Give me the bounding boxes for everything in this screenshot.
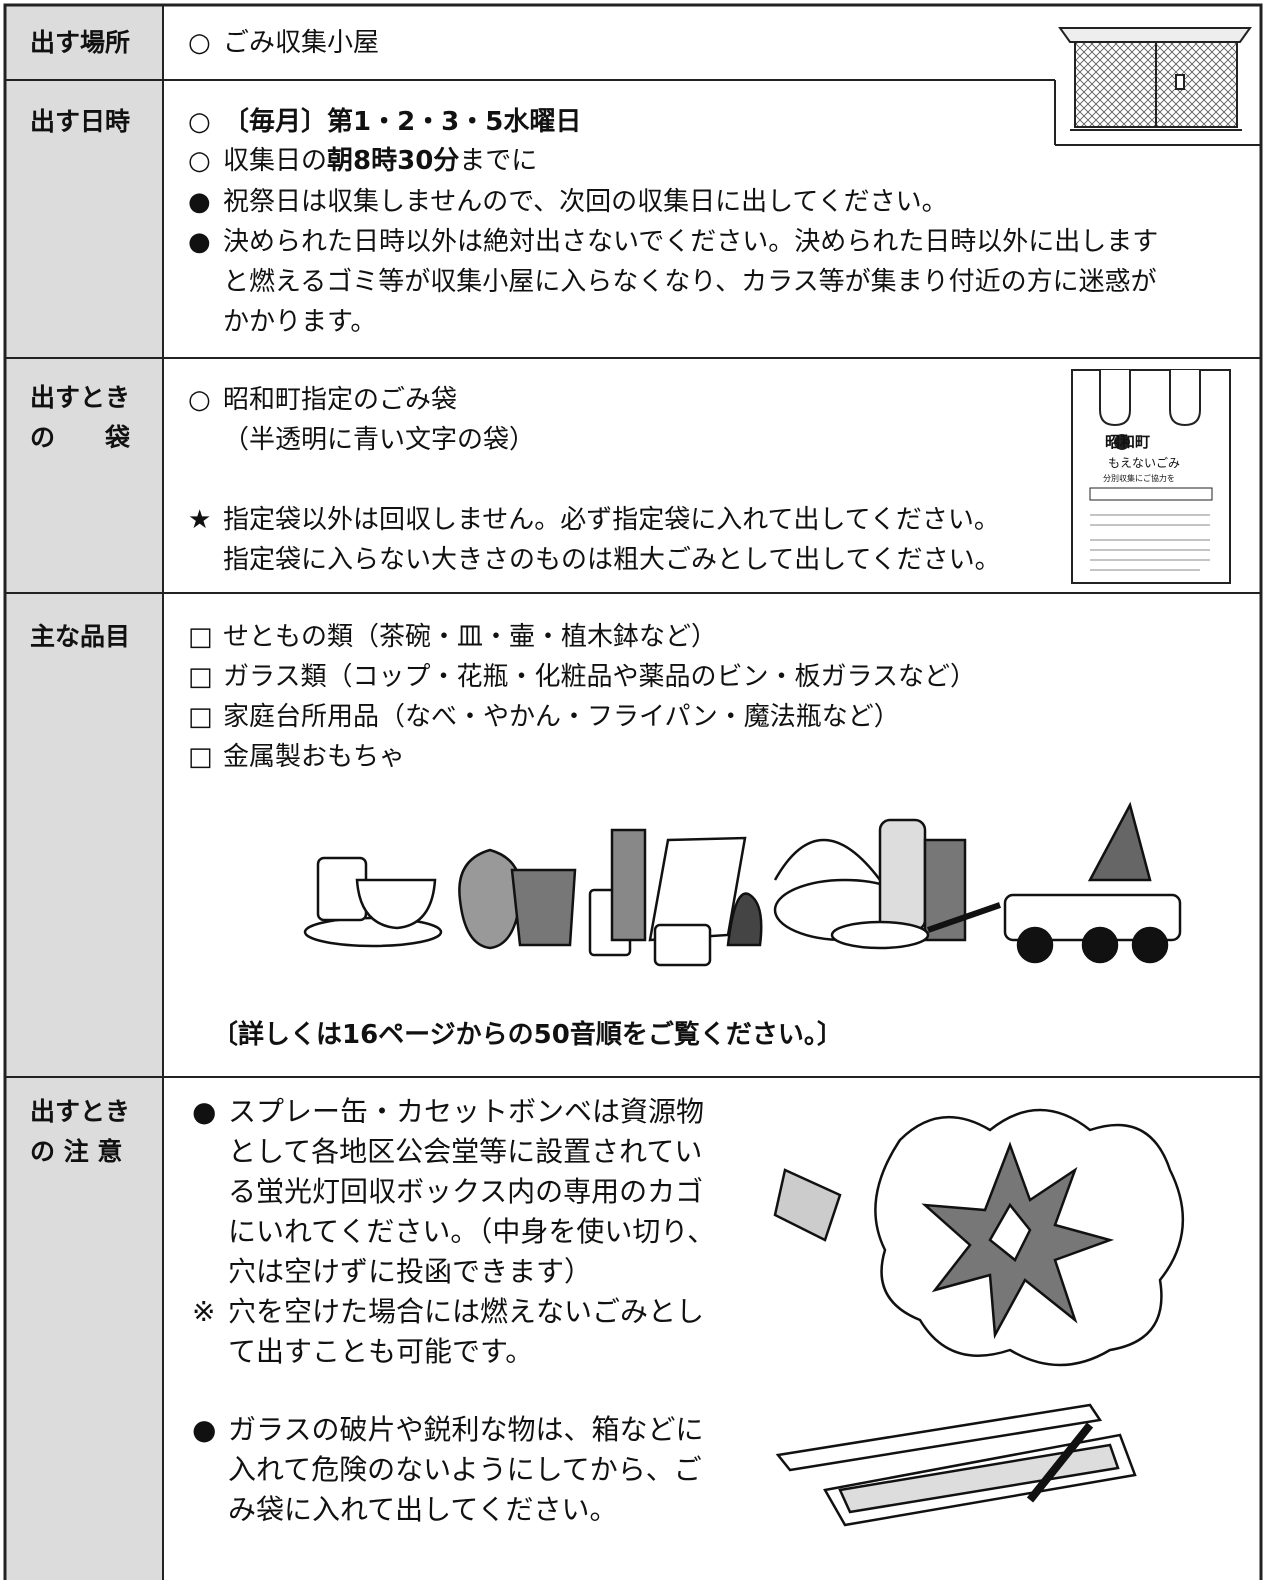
item-text: 〔毎月〕第1・2・3・5水曜日 (223, 107, 581, 137)
item-text: せともの類（茶碗・皿・壷・植木鉢など） (223, 622, 718, 652)
item-marker: ● (192, 1413, 217, 1446)
item-text: 穴は空けずに投函できます） (228, 1255, 593, 1288)
items-note: 〔詳しくは16ページからの50音順をご覧ください。〕 (212, 1020, 843, 1050)
items-illustration (303, 801, 1182, 967)
row-label: 出す場所 (30, 28, 131, 57)
item-text: 家庭台所用品（なべ・やかん・フライパン・魔法瓶など） (223, 702, 900, 732)
item-text: 祝祭日は収集しませんので、次回の収集日に出してください。 (223, 187, 948, 217)
text-segment: 朝8時30分 (327, 146, 460, 176)
bag-kind: もえないごみ (1108, 456, 1181, 470)
item-text: る蛍光灯回収ボックス内の専用のカゴ (228, 1175, 704, 1208)
item-marker: □ (188, 662, 213, 692)
item-text: スプレー缶・カセットボンベは資源物 (228, 1095, 705, 1128)
item-marker: ● (192, 1095, 217, 1128)
item-text: （半透明に青い文字の袋） (223, 425, 536, 455)
item-marker: ○ (188, 28, 211, 58)
item-text: ごみ収集小屋 (223, 28, 380, 58)
item-text: 決められた日時以外は絶対出さないでください。決められた日時以外に出します (223, 227, 1159, 257)
bag-town: 昭和町 (1105, 433, 1151, 451)
bag-slogan: 分別収集にご協力を (1103, 474, 1175, 483)
item-text: 収集日の朝8時30分までに (223, 146, 537, 176)
item-text: ガラスの破片や鋭利な物は、箱などに (228, 1413, 704, 1446)
item-text: 穴を空けた場合には燃えないごみとし (228, 1295, 705, 1328)
item-marker: ● (188, 227, 211, 257)
item-text: と燃えるゴミ等が収集小屋に入らなくなり、カラス等が集まり付近の方に迷惑が (223, 267, 1157, 297)
row-label: 出すとき (30, 383, 131, 412)
bag-illustration (1071, 369, 1231, 584)
text-segment: 〔毎月〕第1・2・3・5水曜日 (223, 107, 582, 137)
item-marker: ● (188, 187, 211, 217)
text-segment: までに (459, 146, 538, 176)
box-illustration (775, 1403, 1137, 1527)
explosion-illustration (773, 1108, 1185, 1367)
item-text: 金属製おもちゃ (223, 742, 406, 772)
item-marker: □ (188, 702, 213, 732)
item-marker: ○ (188, 146, 211, 176)
item-marker: ○ (188, 385, 211, 415)
item-text: 入れて危険のないようにしてから、ご (228, 1453, 702, 1486)
item-marker: □ (188, 742, 213, 772)
item-marker: □ (188, 622, 213, 652)
item-marker: ★ (188, 505, 212, 535)
text-segment: 収集日の (223, 146, 328, 176)
row-label: 出すとき (30, 1097, 131, 1126)
item-text: み袋に入れて出してください。 (228, 1493, 618, 1526)
row-label: の 袋 (30, 423, 131, 452)
item-text: 指定袋以外は回収しません。必ず指定袋に入れて出してください。 (223, 505, 1000, 535)
item-text: として各地区公会堂等に設置されてい (228, 1135, 703, 1168)
item-marker: ○ (188, 107, 211, 137)
item-text: 昭和町指定のごみ袋 (223, 385, 458, 415)
item-text: にいれてください。（中身を使い切り、 (228, 1215, 716, 1248)
shed-illustration (1058, 27, 1252, 131)
item-text: ガラス類（コップ・花瓶・化粧品や薬品のビン・板ガラスなど） (223, 662, 976, 692)
row-label: の 注 意 (30, 1137, 123, 1166)
row-label: 出す日時 (30, 107, 131, 136)
item-marker: ※ (192, 1295, 216, 1328)
item-text: て出すことも可能です。 (228, 1335, 534, 1368)
item-text: 指定袋に入らない大きさのものは粗大ごみとして出してください。 (223, 545, 1001, 575)
item-text: かかります。 (223, 307, 377, 337)
row-label: 主な品目 (30, 622, 131, 651)
